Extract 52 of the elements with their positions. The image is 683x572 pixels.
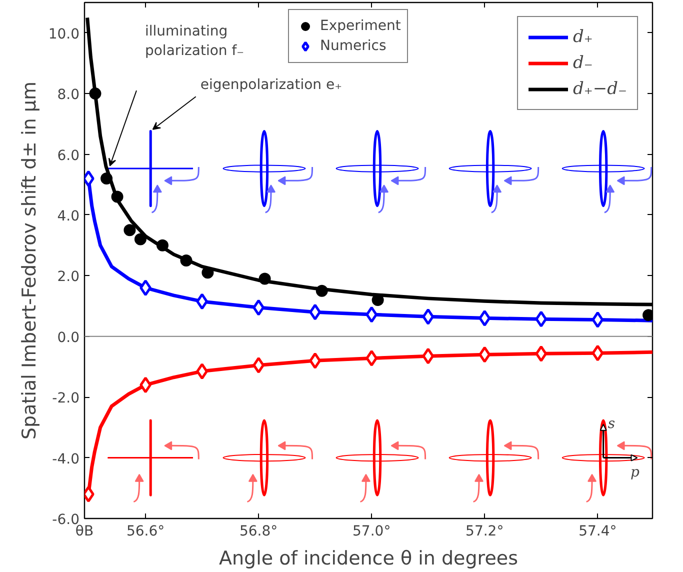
point [422,348,434,364]
y-tick-label: 4.0 [57,208,80,224]
point [366,350,378,366]
x-tick-label: 56.8° [239,524,278,540]
point [140,280,152,296]
legend-label: Experiment [320,18,401,34]
legend-label: d₋ [573,53,594,73]
y-tick-label: 0.0 [57,330,80,346]
point [100,172,113,185]
point [111,190,124,203]
point [156,239,168,252]
point [124,224,136,236]
annotation: s [608,416,616,432]
x-tick-label: 56.6° [126,524,165,540]
point [309,304,322,320]
y-tick-label: -2.0 [52,390,80,407]
point [366,306,378,323]
point [258,272,271,285]
x-tick-label: 57.2° [466,524,504,540]
y-tick-label: 6.0 [57,148,80,164]
point [134,233,146,246]
y-tick-label: 10.0 [48,26,80,42]
point [180,254,192,266]
point [422,308,434,325]
point [252,299,264,316]
point [140,376,152,394]
point [196,293,208,310]
x-tick-label: θB [75,524,94,540]
annotation: eigenpolarization e₊ [200,76,342,93]
y-tick-label: 2.0 [57,269,80,286]
legend-label: Numerics [320,38,386,54]
x-tick-label: 57.0° [352,524,391,540]
point [89,88,102,100]
annotation: p [630,464,640,481]
point [592,311,604,328]
point [478,310,491,326]
point [592,344,604,362]
point [316,284,328,297]
point [196,363,208,380]
legend-label: d₊−d₋ [573,79,627,99]
point [478,346,491,363]
x-tick-label: 57.4° [578,524,617,540]
annotation: illuminating polarization f₋ [144,24,244,59]
point [252,356,264,374]
legend-label: d₊ [573,27,594,47]
y-tick-label: 8.0 [57,87,80,104]
x-axis-title: Angle of incidence θ in degrees [219,548,518,570]
point [535,310,548,328]
point [309,352,322,369]
y-axis-title: Spatial Imbert-Fedorov shift d± in μm [18,81,40,440]
y-tick-label: -4.0 [52,451,80,468]
point [535,345,548,362]
